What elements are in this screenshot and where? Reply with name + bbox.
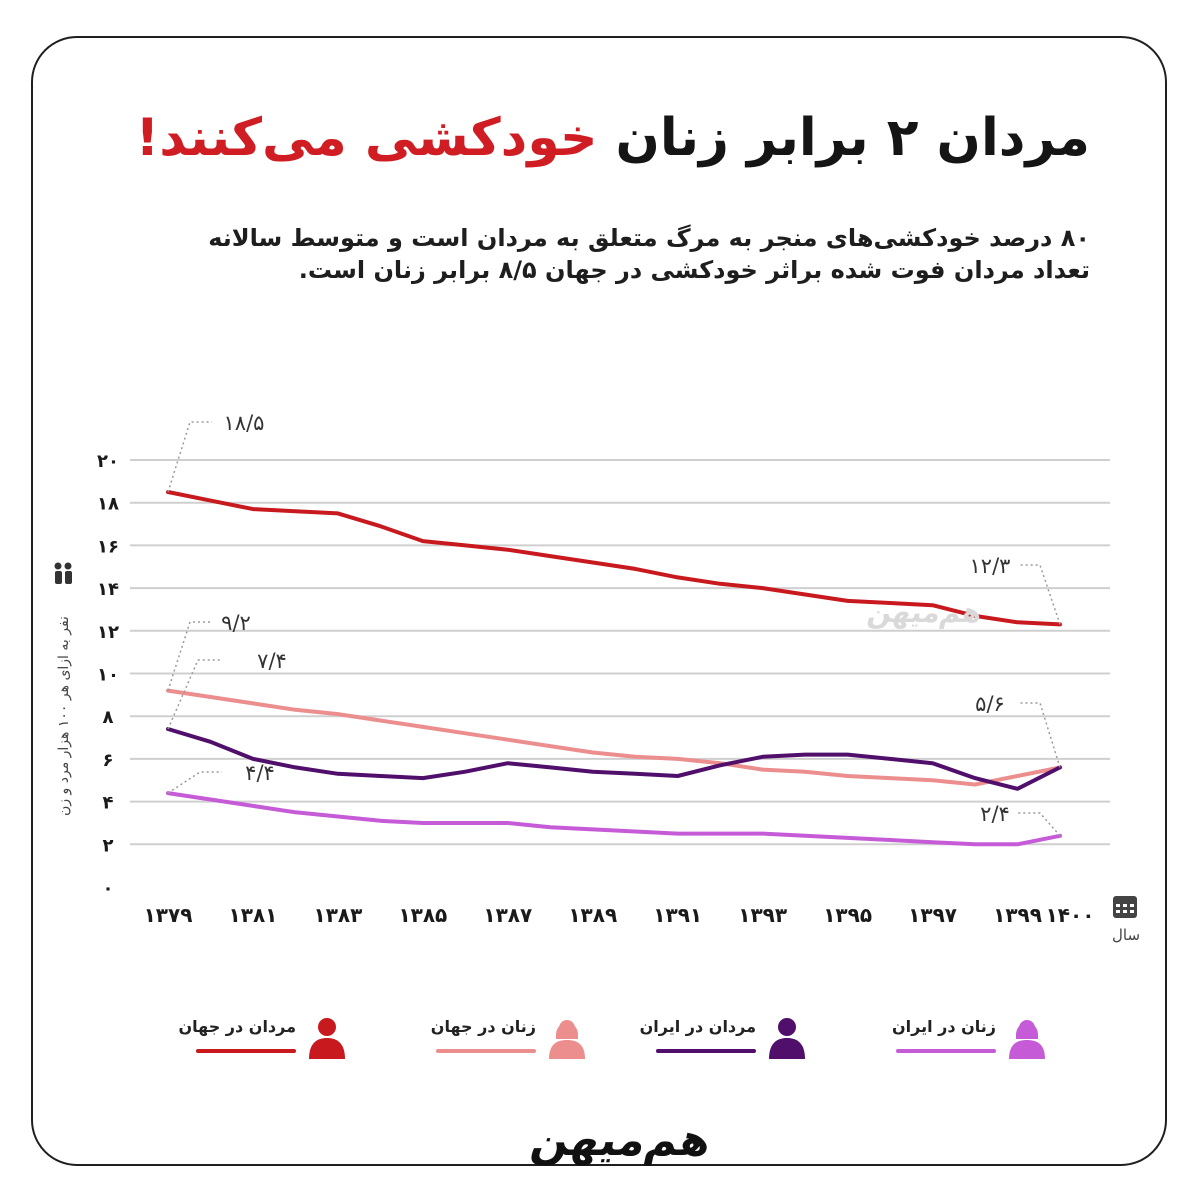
x-tick-label: ۱۳۹۹ [993,903,1042,927]
data-label: ۱۸/۵ [224,411,265,435]
x-tick-label: ۱۳۷۹ [144,903,193,927]
y-tick-label: ۲ [103,835,114,856]
person-silhouette-icon [549,1020,585,1059]
legend-item-women-iran: زنان در ایران [850,1005,1050,1065]
annotation-leader [1018,702,1061,768]
annotation-leader [167,621,212,691]
y-tick-label: ۶ [103,750,114,771]
subtitle: ۸۰ درصد خودکشی‌های منجر به مرگ متعلق به … [110,222,1090,286]
x-tick-label: ۱۳۹۵ [823,903,872,927]
line-chart: ۰ ۲ ۴ ۶ ۸ ۱۰ ۱۲ ۱۴ ۱۶ ۱۸ ۲۰ ۱۳۷۹ ۱۳۸۱ ۱۳۸۳ ۱۳۸۵ ۱۳۸۷ ۱۳۸… [54,411,1137,927]
series-line [166,688,1062,787]
y-tick-label: ۰ [103,878,114,899]
annotation-leader [167,659,220,730]
data-label: ۵/۶ [975,692,1005,716]
person-silhouette-icon [769,1018,805,1059]
title-part-2-highlight: خودکشی می‌کنند! [135,108,599,168]
data-label: ۲/۴ [980,802,1010,826]
annotation-leader [167,771,222,794]
legend-item-men-world: مردان در جهان [150,1005,350,1065]
legend-item-men-iran: مردان در ایران [610,1005,810,1065]
watermark-logo: هم‌میهن [864,596,986,629]
legend-label: زنان در جهان [430,1017,536,1036]
annotation-leader [1018,564,1061,625]
x-tick-label: ۱۳۸۵ [398,903,447,927]
legend: مردان در جهان زنان در جهان مردان در ایرا… [150,1005,1050,1065]
y-tick-label: ۱۴ [97,579,119,600]
subtitle-line-1: ۸۰ درصد خودکشی‌های منجر به مرگ متعلق به … [208,224,1090,252]
x-tick-label: ۱۳۹۱ [653,903,702,927]
calendar-icon [1113,896,1137,918]
data-label: ۴/۴ [245,761,275,785]
y-tick-label: ۸ [103,707,114,728]
legend-item-women-world: زنان در جهان [390,1005,590,1065]
legend-swatch [896,1049,996,1053]
series-line [166,490,1062,627]
data-label: ۱۲/۳ [970,554,1011,578]
card-frame [31,36,1167,1166]
subtitle-line-2: تعداد مردان فوت شده براثر خودکشی در جهان… [298,256,1090,284]
x-tick-label: ۱۳۸۳ [313,903,362,927]
annotation-leader [1018,812,1061,837]
data-label: ۹/۲ [221,611,251,635]
x-tick-label: ۱۳۸۹ [568,903,617,927]
page-title: مردان ۲ برابر زنان خودکشی می‌کنند! [60,108,1091,168]
brand-logo: هم‌میهن [526,1115,717,1166]
legend-label: مردان در ایران [639,1017,756,1036]
y-tick-label: ۱۲ [97,622,119,643]
legend-swatch [656,1049,756,1053]
legend-label: مردان در جهان [178,1017,296,1036]
x-tick-label: ۱۳۸۷ [483,903,532,927]
legend-swatch [196,1049,296,1053]
y-tick-label: ۲۰ [97,451,119,472]
series-line [166,791,1062,847]
y-tick-label: ۴ [103,793,114,814]
person-silhouette-icon [1009,1020,1045,1059]
y-tick-label: ۱۰ [97,665,119,686]
y-tick-label: ۱۸ [97,494,119,515]
people-icon [54,562,72,584]
x-tick-label: ۱۳۹۷ [908,903,957,927]
x-tick-label: ۱۳۸۱ [229,903,278,927]
series-line [166,727,1062,791]
x-tick-label: ۱۳۹۳ [738,903,787,927]
title-part-1: مردان ۲ برابر زنان [615,108,1091,168]
legend-swatch [436,1049,536,1053]
x-axis-label: سال [1111,926,1141,944]
annotation-leader [167,421,212,493]
x-tick-label: ۱۴۰۰ [1046,903,1095,927]
legend-label: زنان در ایران [891,1017,996,1036]
data-label: ۷/۴ [257,649,287,673]
person-silhouette-icon [309,1018,345,1059]
y-tick-label: ۱۶ [97,536,119,557]
